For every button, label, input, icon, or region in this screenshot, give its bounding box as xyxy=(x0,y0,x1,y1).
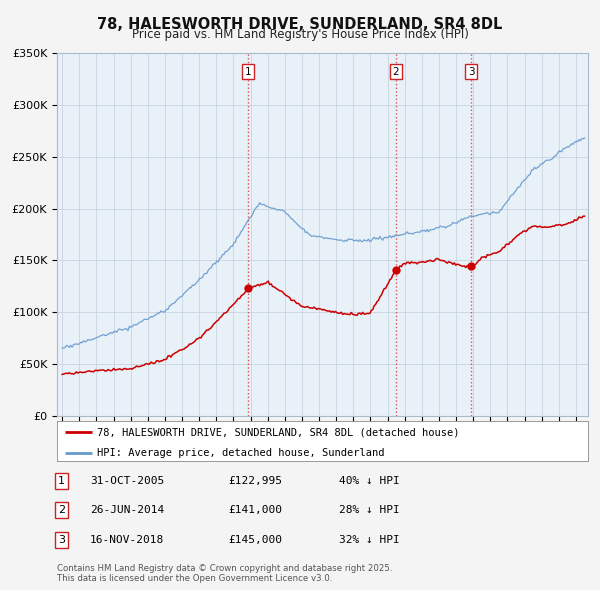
Text: £122,995: £122,995 xyxy=(228,476,282,486)
Text: 2: 2 xyxy=(58,506,65,515)
Text: 1: 1 xyxy=(244,67,251,77)
Text: HPI: Average price, detached house, Sunderland: HPI: Average price, detached house, Sund… xyxy=(97,448,385,458)
Text: 40% ↓ HPI: 40% ↓ HPI xyxy=(339,476,400,486)
Text: 1: 1 xyxy=(58,476,65,486)
Text: Price paid vs. HM Land Registry's House Price Index (HPI): Price paid vs. HM Land Registry's House … xyxy=(131,28,469,41)
Text: 78, HALESWORTH DRIVE, SUNDERLAND, SR4 8DL (detached house): 78, HALESWORTH DRIVE, SUNDERLAND, SR4 8D… xyxy=(97,428,460,438)
Text: 16-NOV-2018: 16-NOV-2018 xyxy=(90,535,164,545)
Text: 3: 3 xyxy=(58,535,65,545)
Text: 31-OCT-2005: 31-OCT-2005 xyxy=(90,476,164,486)
Text: Contains HM Land Registry data © Crown copyright and database right 2025.
This d: Contains HM Land Registry data © Crown c… xyxy=(57,563,392,583)
Text: 78, HALESWORTH DRIVE, SUNDERLAND, SR4 8DL: 78, HALESWORTH DRIVE, SUNDERLAND, SR4 8D… xyxy=(97,17,503,31)
Text: 28% ↓ HPI: 28% ↓ HPI xyxy=(339,506,400,515)
Text: 2: 2 xyxy=(393,67,400,77)
Text: 3: 3 xyxy=(468,67,475,77)
Text: £141,000: £141,000 xyxy=(228,506,282,515)
Text: 32% ↓ HPI: 32% ↓ HPI xyxy=(339,535,400,545)
Text: 26-JUN-2014: 26-JUN-2014 xyxy=(90,506,164,515)
Text: £145,000: £145,000 xyxy=(228,535,282,545)
